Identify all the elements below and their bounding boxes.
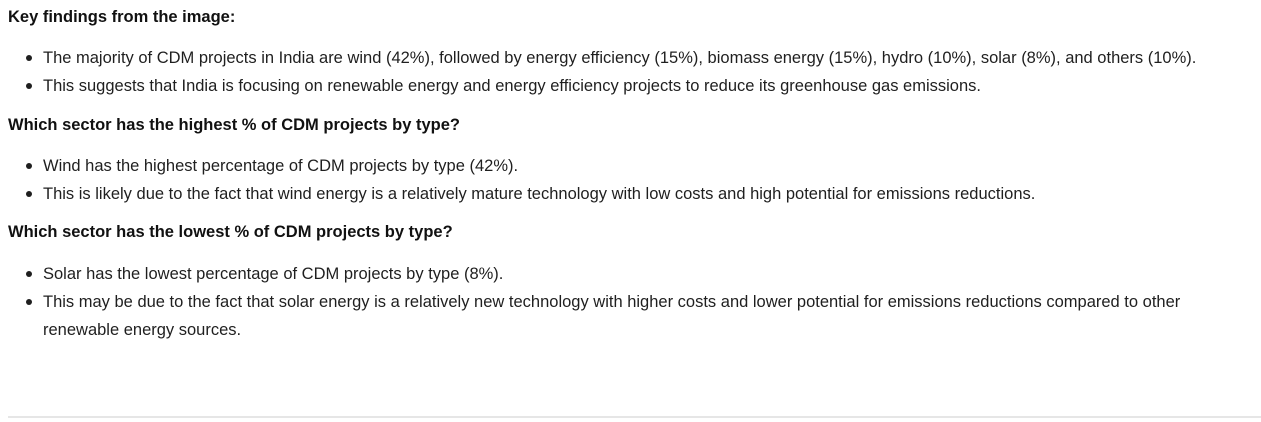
bullet-dot-icon [26, 191, 32, 197]
bullet-dot-icon [26, 83, 32, 89]
bullet-dot-icon [26, 299, 32, 305]
bullet-dot-icon [26, 271, 32, 277]
bottom-divider [8, 416, 1261, 418]
list-item-text: Wind has the highest percentage of CDM p… [43, 157, 519, 175]
list-item: This is likely due to the fact that wind… [8, 180, 1253, 208]
bullet-list-key-findings: The majority of CDM projects in India ar… [8, 44, 1253, 100]
list-item-text: The majority of CDM projects in India ar… [43, 49, 1197, 67]
list-item-text: This suggests that India is focusing on … [43, 77, 981, 95]
bullet-dot-icon [26, 55, 32, 61]
list-item-text: This may be due to the fact that solar e… [43, 293, 1181, 339]
bullet-list-lowest: Solar has the lowest percentage of CDM p… [8, 260, 1253, 344]
list-item: This may be due to the fact that solar e… [8, 288, 1253, 344]
list-item: The majority of CDM projects in India ar… [8, 44, 1253, 72]
list-item-text: Solar has the lowest percentage of CDM p… [43, 265, 504, 283]
list-item: This suggests that India is focusing on … [8, 72, 1253, 100]
response-content: Key findings from the image: The majorit… [8, 0, 1253, 344]
bullet-list-highest: Wind has the highest percentage of CDM p… [8, 152, 1253, 208]
section-heading-key-findings: Key findings from the image: [8, 8, 236, 26]
bullet-dot-icon [26, 163, 32, 169]
list-item: Solar has the lowest percentage of CDM p… [8, 260, 1253, 288]
section-heading-highest: Which sector has the highest % of CDM pr… [8, 116, 460, 134]
list-item-text: This is likely due to the fact that wind… [43, 185, 1036, 203]
list-item: Wind has the highest percentage of CDM p… [8, 152, 1253, 180]
section-heading-lowest: Which sector has the lowest % of CDM pro… [8, 223, 453, 241]
